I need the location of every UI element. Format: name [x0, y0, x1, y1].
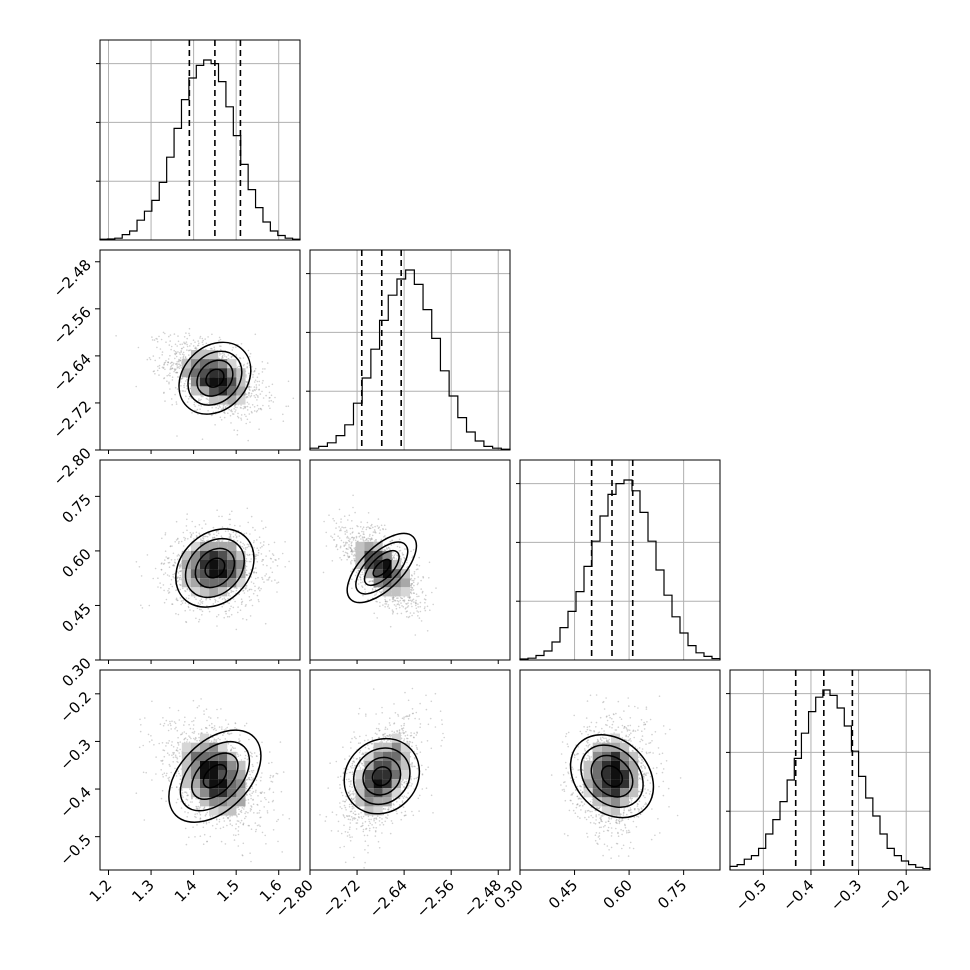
- pair-panel-2-1: [309, 459, 511, 661]
- ytick-label-2-2: 0.60: [58, 545, 94, 581]
- hist-steps-2: [519, 479, 721, 660]
- pair-content-2-1: [322, 494, 437, 636]
- pair-frame-3-0: [99, 669, 301, 871]
- hist-frame-0: [99, 39, 301, 241]
- contour-3-1-3: [343, 737, 421, 815]
- pair-frame-2-1: [309, 459, 511, 661]
- contour-2-0-2: [184, 537, 245, 599]
- contour-3-1-0: [371, 766, 392, 787]
- contour-1-0-3: [178, 341, 252, 415]
- pair-panel-3-2: [519, 669, 721, 871]
- xtick-label-3-3: −0.2: [875, 876, 913, 914]
- contour-3-2-2: [580, 744, 644, 809]
- contour-3-2-1: [590, 754, 634, 798]
- xtick-label-1-1: −2.72: [319, 876, 364, 921]
- pair-frame-3-1: [309, 669, 511, 871]
- xtick-label-0-1: 1.3: [128, 876, 158, 906]
- pair-frame-3-2: [519, 669, 721, 871]
- pair-content-1-0: [115, 327, 295, 442]
- pair-frame-2-0: [99, 459, 301, 661]
- hist-frame-1: [309, 249, 511, 451]
- contour-3-2-0: [600, 765, 624, 788]
- hist-panel-2: [516, 459, 721, 661]
- xtick-label-0-3: 1.5: [213, 876, 243, 906]
- ytick-label-3-2: −0.3: [56, 736, 94, 774]
- contour-2-1-2: [355, 541, 409, 595]
- xtick-label-0-0: 1.2: [86, 876, 116, 906]
- ytick-label-2-0: 0.30: [58, 654, 94, 690]
- pair-panel-3-1: [309, 669, 511, 871]
- xtick-label-2-3: 0.75: [654, 876, 690, 912]
- hist-frame-2: [519, 459, 721, 661]
- contour-2-0-3: [175, 528, 255, 608]
- pair-panel-3-0: [99, 669, 301, 871]
- pair-content-2-0: [135, 507, 290, 631]
- contour-3-0-3: [168, 729, 262, 823]
- hist-panel-1: [306, 249, 511, 451]
- hist-steps-1: [309, 269, 511, 450]
- ytick-label-3-1: −0.4: [56, 783, 94, 821]
- contour-2-0-1: [194, 547, 236, 589]
- ytick-label-2-3: 0.75: [58, 490, 94, 526]
- contour-3-2-3: [569, 734, 655, 819]
- ytick-label-1-4: −2.48: [50, 256, 95, 301]
- hist-panel-0: [96, 39, 301, 241]
- ytick-label-3-0: −0.5: [56, 831, 94, 869]
- xtick-label-2-2: 0.60: [600, 876, 636, 912]
- pair-panel-1-0: [99, 249, 301, 451]
- hist-frame-3: [729, 669, 931, 871]
- xtick-label-3-1: −0.4: [779, 876, 817, 914]
- hist-panel-3: [726, 669, 931, 871]
- contour-1-0-0: [205, 368, 225, 388]
- contour-1-0-2: [187, 350, 243, 406]
- hist-steps-0: [99, 59, 301, 240]
- xtick-label-3-0: −0.5: [732, 876, 770, 914]
- contour-2-1-3: [346, 532, 418, 604]
- contour-2-1-0: [372, 558, 392, 578]
- xtick-label-1-3: −2.56: [413, 876, 458, 921]
- contour-1-0-1: [196, 359, 234, 397]
- hist-steps-3: [729, 689, 931, 870]
- xtick-label-2-1: 0.45: [545, 876, 581, 912]
- ytick-label-1-1: −2.72: [50, 397, 95, 442]
- contour-3-0-2: [179, 740, 251, 812]
- pair-content-3-2: [550, 694, 682, 859]
- pair-panel-2-0: [99, 459, 301, 661]
- contour-3-0-0: [202, 763, 228, 789]
- pair-frame-1-0: [99, 249, 301, 451]
- contour-2-0-0: [204, 557, 226, 579]
- ytick-label-1-3: −2.56: [50, 303, 95, 348]
- ytick-label-3-3: −0.2: [56, 688, 94, 726]
- ytick-label-1-0: −2.80: [50, 444, 95, 489]
- xtick-label-3-2: −0.3: [827, 876, 865, 914]
- contour-3-1-1: [362, 756, 402, 796]
- xtick-label-0-2: 1.4: [171, 876, 201, 906]
- xtick-label-1-2: −2.64: [366, 876, 411, 921]
- ytick-label-1-2: −2.64: [50, 350, 95, 395]
- pair-content-3-1: [319, 687, 446, 869]
- contour-3-1-2: [352, 747, 411, 806]
- ytick-label-2-1: 0.45: [58, 600, 94, 636]
- pair-content-3-0: [135, 698, 291, 863]
- contour-2-1-1: [363, 549, 400, 587]
- contour-3-0-1: [191, 752, 239, 801]
